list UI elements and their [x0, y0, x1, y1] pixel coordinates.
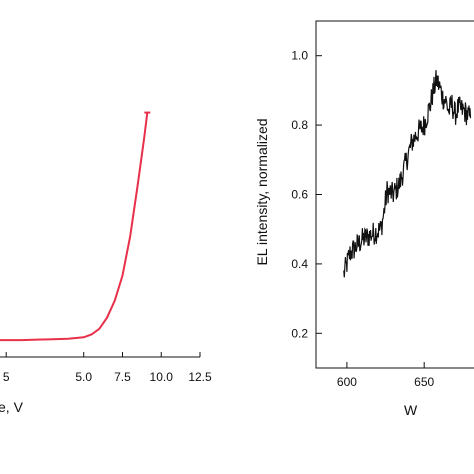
right-y-tick-label: 0.8	[291, 118, 308, 132]
left-x-ticks: 5 5.0 7.5 10.0 12.5	[3, 352, 212, 384]
right-x-tick-label: 600	[337, 375, 357, 389]
right-y-tick-label: 0.6	[291, 188, 308, 202]
right-plot-frame	[315, 20, 474, 369]
right-x-axis-label: W	[404, 402, 418, 418]
right-series-line	[343, 70, 472, 278]
left-x-tick-label: 7.5	[114, 370, 131, 384]
left-series-line	[0, 112, 149, 342]
right-chart-panel: 600 650 0.2 0.4 0.6 0.8 1.0 EL intensity, nor…	[254, 20, 474, 418]
right-y-tick-label: 1.0	[291, 49, 308, 63]
right-x-tick-label: 650	[414, 375, 434, 389]
left-chart-panel: 5 5.0 7.5 10.0 12.5 e, V	[0, 111, 212, 415]
right-x-ticks: 600 650	[337, 362, 435, 389]
left-x-tick-label: 5.0	[75, 370, 92, 384]
left-x-tick-label: 12.5	[188, 370, 212, 384]
left-x-tick-label: 10.0	[150, 370, 174, 384]
left-series-group	[0, 111, 151, 342]
right-y-tick-label: 0.2	[291, 326, 308, 340]
left-x-axis-label: e, V	[0, 399, 24, 415]
right-series-group	[343, 70, 472, 278]
right-y-axis-label: EL intensity, normalized	[254, 118, 270, 265]
left-x-tick-label: 5	[3, 370, 10, 384]
right-y-tick-label: 0.4	[291, 257, 308, 271]
right-y-ticks: 0.2 0.4 0.6 0.8 1.0	[291, 49, 322, 340]
